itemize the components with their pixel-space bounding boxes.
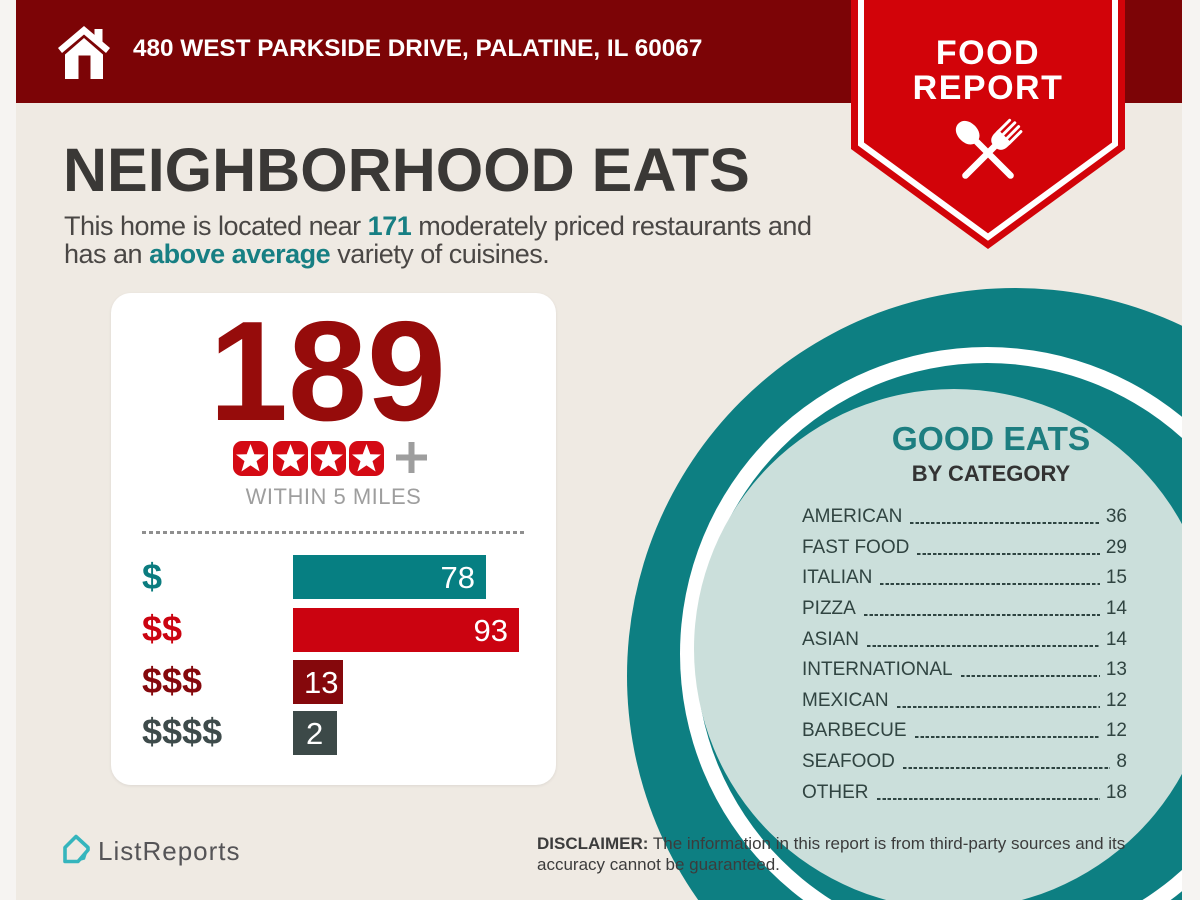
svg-text:FOOD: FOOD [936,34,1040,72]
svg-text:REPORT: REPORT [913,69,1064,107]
